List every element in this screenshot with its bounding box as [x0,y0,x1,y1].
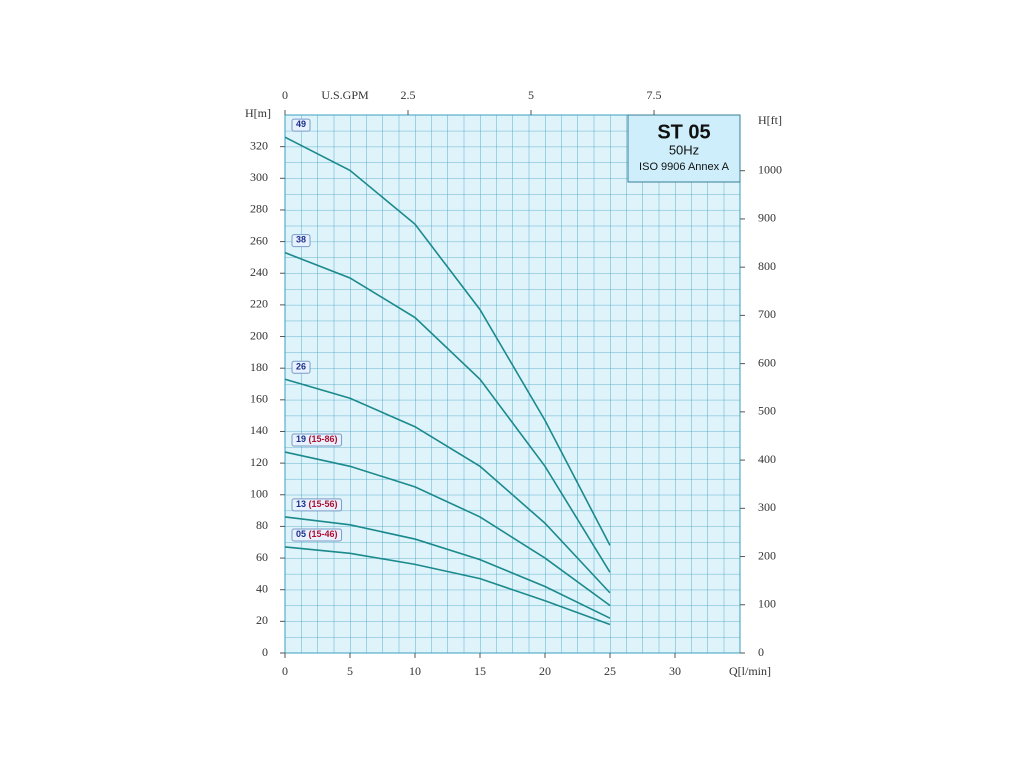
title: ST 05 [657,121,710,143]
pump-curve [284,378,611,594]
x-axis-label: Q[l/min] [729,664,771,678]
y-tick-label: 0 [262,645,268,659]
curve-label-text: 05 (15-46) [296,529,338,539]
y2-tick-label: 1000 [758,162,782,176]
curve-label-box [291,528,343,542]
y2-tick-label: 700 [758,307,776,321]
curve-label-text: 26 [296,362,306,372]
x-tick-label: 5 [347,664,353,678]
y2-tick-label: 500 [758,404,776,418]
curve-label-box [291,498,343,512]
y-tick-label: 220 [250,297,268,311]
curve-label-text: 49 [296,120,306,130]
curve-label-box [291,433,343,447]
y-tick-label: 320 [250,138,268,152]
x-tick-label: 10 [409,664,421,678]
curve-name: 26 [296,362,306,372]
pump-curve [284,136,611,546]
x2-tick-label: 0 [282,88,288,102]
pump-curve [284,451,611,607]
y-tick-label: 20 [256,613,268,627]
x-tick-label: 30 [669,664,681,678]
curve-label: 19 (15-86) [291,433,343,447]
info-box-frame [627,114,741,183]
pump-curve [284,546,611,626]
curve-label: 38 [291,234,311,248]
y2-tick-label: 0 [758,645,764,659]
x2-tick-label: 2.5 [401,88,416,102]
curve-name: 49 [296,120,306,130]
curve-model: (15-46) [309,529,338,539]
x-tick-label: 15 [474,664,486,678]
curve-label: 26 [291,360,311,374]
curve-label: 49 [291,118,311,132]
curve-label-text: 13 (15-56) [296,499,338,509]
y-axis-label: H[m] [245,106,271,120]
y-tick-label: 260 [250,233,268,247]
y2-tick-label: 200 [758,548,776,562]
y2-tick-label: 100 [758,597,776,611]
curve-name: 19 [296,434,306,444]
curve-name: 38 [296,235,306,245]
y-tick-label: 240 [250,265,268,279]
standard: ISO 9906 Annex A [639,161,730,173]
x2-tick-label: 5 [528,88,534,102]
y-tick-label: 280 [250,202,268,216]
y-tick-label: 200 [250,328,268,342]
curve-label-text: 19 (15-86) [296,434,338,444]
y2-axis-label: H[ft] [758,113,782,127]
y2-tick-label: 400 [758,452,776,466]
pump-curve [284,516,611,619]
curve-label-box [291,118,311,132]
y-tick-label: 160 [250,392,268,406]
plot-grid [284,114,741,654]
curve-name: 13 [296,499,306,509]
x2-axis-label: U.S.GPM [321,88,369,102]
y-tick-label: 100 [250,487,268,501]
curve-label-box [291,234,311,248]
y2-tick-label: 900 [758,211,776,225]
y2-tick-label: 800 [758,259,776,273]
curve-model: (15-56) [309,499,338,509]
x2-tick-label: 7.5 [647,88,662,102]
curve-model: (15-86) [309,434,338,444]
curve-label: 05 (15-46) [291,528,343,542]
y2-tick-label: 300 [758,500,776,514]
y-tick-label: 120 [250,455,268,469]
x-tick-label: 20 [539,664,551,678]
curve-label: 13 (15-56) [291,498,343,512]
curve-label-box [291,360,311,374]
y-tick-label: 40 [256,581,268,595]
y2-tick-label: 600 [758,355,776,369]
y-tick-label: 180 [250,360,268,374]
x-tick-label: 0 [282,664,288,678]
curve-label-text: 38 [296,235,306,245]
subtitle: 50Hz [669,142,699,157]
y-tick-label: 60 [256,550,268,564]
y-tick-label: 80 [256,518,268,532]
x-tick-label: 25 [604,664,616,678]
curve-name: 05 [296,529,306,539]
y-tick-label: 140 [250,423,268,437]
y-tick-label: 300 [250,170,268,184]
info-box: ST 05 50Hz ISO 9906 Annex A [627,114,741,183]
pump-curve [284,251,611,573]
